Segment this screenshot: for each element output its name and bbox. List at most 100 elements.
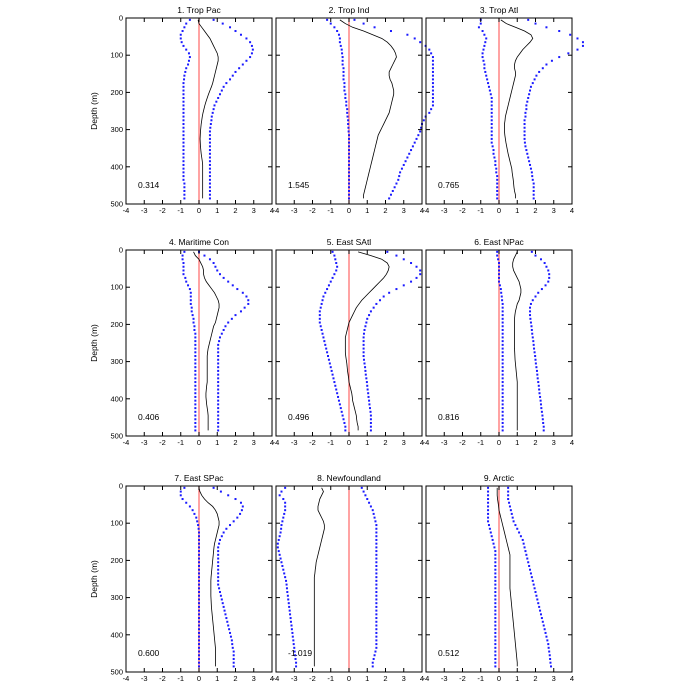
lower-bound-point [289, 617, 292, 620]
upper-bound-point [391, 189, 394, 192]
lower-bound-point [490, 96, 493, 99]
lower-bound-point [198, 598, 200, 601]
lower-bound-point [294, 654, 297, 657]
upper-bound-point [533, 347, 536, 350]
upper-bound-point [548, 650, 551, 653]
upper-bound-point [528, 93, 531, 96]
upper-bound-point [431, 96, 434, 99]
upper-bound-point [224, 613, 227, 616]
lower-bound-point [490, 137, 493, 140]
upper-bound-point [375, 550, 378, 553]
lower-bound-point [498, 280, 500, 283]
lower-bound-point [194, 347, 197, 350]
lower-bound-point [490, 111, 493, 114]
mean-profile-line [193, 251, 220, 431]
lower-bound-point [490, 119, 493, 122]
lower-bound-point [198, 624, 200, 627]
upper-bound-point [529, 167, 532, 170]
upper-bound-point [538, 605, 541, 608]
lower-bound-point [342, 418, 345, 421]
upper-bound-point [395, 182, 398, 185]
upper-bound-point [213, 104, 216, 107]
upper-bound-point [428, 111, 431, 114]
upper-bound-series [360, 486, 378, 668]
lower-bound-point [185, 22, 188, 25]
x-tick-label: 3 [252, 438, 256, 447]
upper-bound-point [529, 302, 532, 305]
upper-bound-point [365, 381, 368, 384]
lower-bound-point [501, 403, 504, 406]
lower-bound-point [496, 254, 499, 257]
x-tick-label: 0 [197, 206, 201, 215]
upper-bound-point [514, 524, 517, 527]
lower-bound-point [190, 310, 193, 313]
lower-bound-point [281, 564, 284, 567]
lower-bound-point [282, 498, 285, 501]
upper-bound-point [375, 583, 378, 586]
lower-bound-point [348, 197, 350, 200]
upper-bound-point [542, 421, 545, 424]
upper-bound-point [534, 362, 537, 365]
lower-bound-point [179, 494, 182, 497]
upper-bound-point [372, 306, 375, 309]
lower-bound-point [500, 295, 503, 298]
upper-bound-point [399, 171, 402, 174]
y-tick-label: 100 [110, 51, 123, 60]
upper-bound-point [208, 189, 211, 192]
lower-bound-point [318, 310, 321, 313]
lower-bound-point [499, 288, 502, 291]
upper-bound-point [375, 524, 378, 527]
upper-bound-point [363, 362, 366, 365]
lower-bound-point [179, 37, 182, 40]
lower-bound-point [483, 44, 486, 47]
upper-bound-point [210, 115, 213, 118]
upper-bound-point [545, 265, 548, 268]
upper-bound-point [362, 332, 365, 335]
lower-bound-point [182, 137, 185, 140]
upper-bound-point [217, 377, 220, 380]
upper-bound-point [526, 152, 529, 155]
x-tick-label: 1 [365, 674, 369, 683]
upper-bound-point [410, 280, 413, 283]
lower-bound-point [182, 123, 185, 126]
upper-bound-point [544, 631, 547, 634]
lower-bound-series [487, 486, 497, 668]
lower-bound-point [347, 126, 350, 129]
upper-bound-point [245, 37, 248, 40]
upper-bound-point [369, 410, 372, 413]
upper-bound-point [375, 628, 378, 631]
upper-bound-point [208, 145, 211, 148]
upper-bound-point [208, 137, 211, 140]
lower-bound-point [184, 70, 187, 73]
upper-bound-point [415, 265, 418, 268]
upper-bound-point [413, 141, 416, 144]
lower-bound-point [194, 369, 197, 372]
upper-bound-point [368, 399, 371, 402]
lower-bound-point [484, 70, 487, 73]
upper-bound-point [532, 340, 535, 343]
upper-bound-point [541, 414, 544, 417]
x-tick-label: 0 [347, 674, 351, 683]
upper-bound-point [225, 82, 228, 85]
upper-bound-point [395, 288, 398, 291]
lower-bound-point [322, 336, 325, 339]
upper-bound-series [529, 250, 551, 432]
lower-bound-point [188, 288, 191, 291]
lower-bound-point [487, 520, 490, 523]
upper-bound-point [362, 358, 365, 361]
upper-bound-point [220, 89, 223, 92]
upper-bound-point [375, 587, 378, 590]
lower-bound-point [194, 407, 197, 410]
upper-bound-point [530, 325, 533, 328]
lower-bound-point [196, 520, 199, 523]
upper-bound-point [212, 262, 215, 265]
lower-bound-point [198, 561, 200, 564]
lower-bound-point [494, 568, 497, 571]
lower-bound-point [189, 302, 192, 305]
upper-bound-point [229, 524, 232, 527]
panel-value-annotation: 0.600 [138, 648, 160, 658]
y-tick-label: 0 [119, 482, 123, 491]
lower-bound-point [182, 269, 185, 272]
upper-bound-point [369, 310, 372, 313]
lower-bound-point [194, 403, 197, 406]
